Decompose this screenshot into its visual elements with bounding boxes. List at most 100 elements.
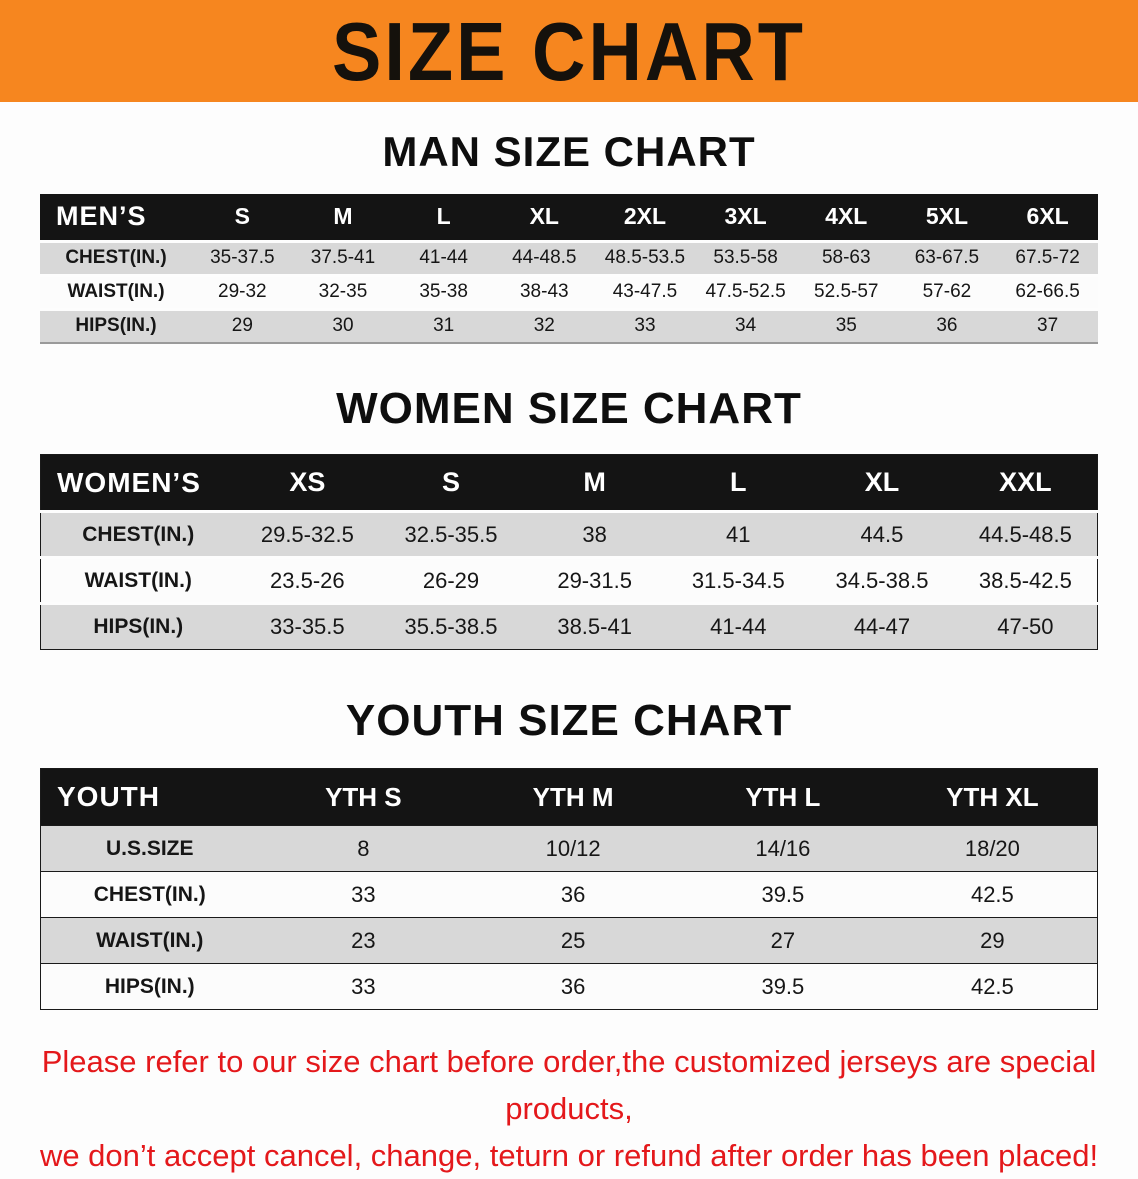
youth-ussize-row: U.S.SIZE 8 10/12 14/16 18/20	[40, 825, 1098, 872]
row-label: HIPS(IN.)	[40, 963, 259, 1010]
size-cell: 29-31.5	[522, 557, 667, 604]
youth-size-header: YTH L	[678, 768, 888, 826]
row-label: WAIST(IN.)	[40, 557, 236, 604]
row-label: HIPS(IN.)	[40, 603, 236, 650]
size-cell: 41	[666, 511, 811, 558]
men-chest-row: CHEST(IN.) 35-37.5 37.5-41 41-44 44-48.5…	[40, 241, 1098, 275]
youth-section-heading: YOUTH SIZE CHART	[345, 696, 793, 745]
size-cell: 41-44	[666, 603, 811, 650]
men-size-header: M	[292, 194, 394, 241]
youth-size-header: YTH M	[468, 768, 678, 826]
youth-table-corner-label: YOUTH	[40, 768, 259, 826]
size-cell: 34	[695, 309, 796, 343]
size-cell: 52.5-57	[795, 275, 897, 309]
size-cell: 33	[258, 963, 469, 1010]
disclaimer-note: Please refer to our size chart before or…	[0, 1038, 1138, 1179]
size-cell: 25	[468, 917, 678, 964]
size-cell: 32.5-35.5	[379, 511, 523, 558]
women-header-row: WOMEN’S XS S M L XL XXL	[40, 454, 1098, 512]
size-cell: 44-47	[810, 603, 954, 650]
size-cell: 29	[192, 309, 293, 343]
size-cell: 41-44	[393, 241, 494, 275]
size-cell: 38.5-42.5	[953, 557, 1098, 604]
women-size-header: L	[666, 454, 811, 512]
row-label: CHEST(IN.)	[40, 511, 236, 558]
row-label: CHEST(IN.)	[40, 871, 259, 918]
size-cell: 57-62	[896, 275, 998, 309]
size-cell: 31.5-34.5	[666, 557, 811, 604]
size-cell: 34.5-38.5	[810, 557, 954, 604]
youth-size-table: YOUTH YTH S YTH M YTH L YTH XL U.S.SIZE …	[40, 768, 1098, 1010]
size-cell: 32	[493, 309, 595, 343]
disclaimer-line-1: Please refer to our size chart before or…	[41, 1044, 1097, 1127]
women-size-header: XXL	[953, 454, 1098, 512]
men-size-header: 6XL	[997, 194, 1098, 241]
row-label: HIPS(IN.)	[40, 309, 192, 343]
youth-size-header: YTH XL	[887, 768, 1098, 826]
women-size-header: S	[379, 454, 523, 512]
size-chart-banner: SIZE CHART	[0, 0, 1138, 102]
size-cell: 37	[997, 309, 1098, 343]
size-cell: 48.5-53.5	[594, 241, 696, 275]
size-cell: 35-38	[393, 275, 494, 309]
size-cell: 29	[887, 917, 1098, 964]
size-cell: 23.5-26	[235, 557, 380, 604]
women-hips-row: HIPS(IN.) 33-35.5 35.5-38.5 38.5-41 41-4…	[40, 603, 1098, 650]
men-size-header: 5XL	[896, 194, 998, 241]
men-size-header: L	[393, 194, 494, 241]
women-size-header: XL	[810, 454, 954, 512]
size-cell: 8	[258, 825, 469, 872]
men-size-header: XL	[493, 194, 595, 241]
men-waist-row: WAIST(IN.) 29-32 32-35 35-38 38-43 43-47…	[40, 275, 1098, 309]
size-cell: 42.5	[887, 871, 1098, 918]
youth-waist-row: WAIST(IN.) 23 25 27 29	[40, 917, 1098, 964]
size-cell: 14/16	[678, 825, 888, 872]
size-cell: 44.5	[810, 511, 954, 558]
size-cell: 30	[292, 309, 394, 343]
size-cell: 47-50	[953, 603, 1098, 650]
men-size-header: 4XL	[795, 194, 897, 241]
men-section-heading: MAN SIZE CHART	[382, 128, 756, 175]
size-cell: 31	[393, 309, 494, 343]
size-cell: 37.5-41	[292, 241, 394, 275]
size-cell: 33	[594, 309, 696, 343]
youth-size-header: YTH S	[258, 768, 469, 826]
size-cell: 29-32	[192, 275, 293, 309]
men-size-header: S	[192, 194, 293, 241]
youth-header-row: YOUTH YTH S YTH M YTH L YTH XL	[40, 768, 1098, 826]
women-section-heading: WOMEN SIZE CHART	[336, 384, 802, 433]
men-hips-row: HIPS(IN.) 29 30 31 32 33 34 35 36 37	[40, 309, 1098, 343]
men-table-corner-label: MEN’S	[40, 194, 192, 241]
women-table-corner-label: WOMEN’S	[40, 454, 236, 512]
size-cell: 38-43	[493, 275, 595, 309]
men-header-row: MEN’S S M L XL 2XL 3XL 4XL 5XL 6XL	[40, 194, 1098, 241]
size-cell: 47.5-52.5	[695, 275, 796, 309]
size-cell: 38	[522, 511, 667, 558]
size-cell: 35.5-38.5	[379, 603, 523, 650]
size-cell: 35	[795, 309, 897, 343]
size-cell: 35-37.5	[192, 241, 293, 275]
row-label: WAIST(IN.)	[40, 917, 259, 964]
size-cell: 32-35	[292, 275, 394, 309]
women-size-header: XS	[235, 454, 380, 512]
youth-hips-row: HIPS(IN.) 33 36 39.5 42.5	[40, 963, 1098, 1010]
size-cell: 33	[258, 871, 469, 918]
women-size-header: M	[522, 454, 667, 512]
men-size-header: 3XL	[695, 194, 796, 241]
row-label: CHEST(IN.)	[40, 241, 192, 275]
size-cell: 10/12	[468, 825, 678, 872]
size-cell: 58-63	[795, 241, 897, 275]
size-cell: 43-47.5	[594, 275, 696, 309]
men-size-table: MEN’S S M L XL 2XL 3XL 4XL 5XL 6XL CHEST…	[40, 194, 1098, 344]
men-size-header: 2XL	[594, 194, 696, 241]
size-cell: 36	[468, 871, 678, 918]
size-cell: 44.5-48.5	[953, 511, 1098, 558]
women-size-table: WOMEN’S XS S M L XL XXL CHEST(IN.) 29.5-…	[40, 454, 1098, 650]
size-cell: 36	[896, 309, 998, 343]
size-cell: 18/20	[887, 825, 1098, 872]
youth-chest-row: CHEST(IN.) 33 36 39.5 42.5	[40, 871, 1098, 918]
size-cell: 42.5	[887, 963, 1098, 1010]
disclaimer-line-2: we don’t accept cancel, change, teturn o…	[39, 1138, 1099, 1174]
women-chest-row: CHEST(IN.) 29.5-32.5 32.5-35.5 38 41 44.…	[40, 511, 1098, 558]
size-cell: 36	[468, 963, 678, 1010]
